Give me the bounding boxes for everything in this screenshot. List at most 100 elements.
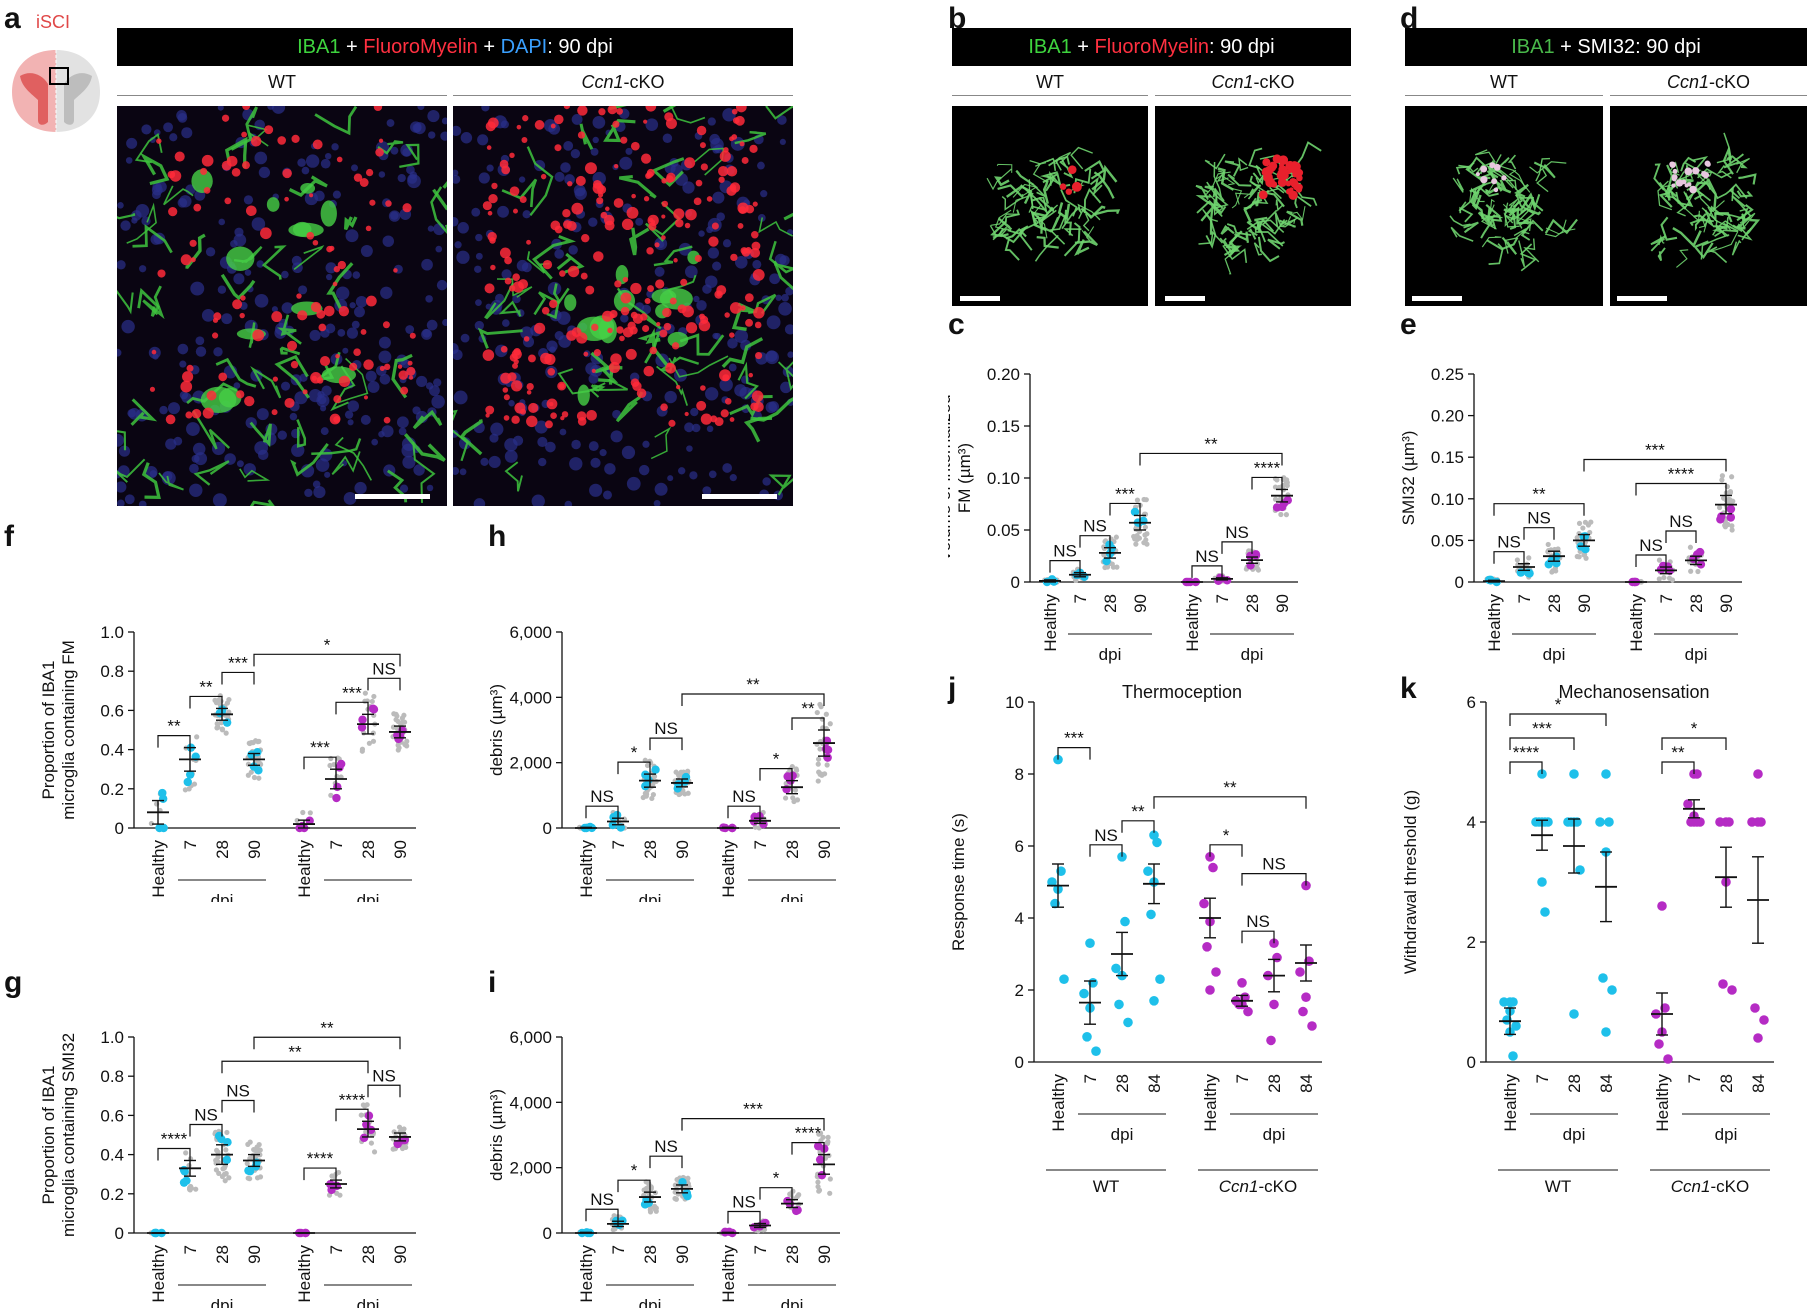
microglia-surface xyxy=(1477,207,1491,226)
microglia-surface xyxy=(1462,165,1479,173)
myelin-debris xyxy=(365,168,374,177)
dapi-nucleus xyxy=(638,464,650,476)
microglia-surface xyxy=(1449,215,1471,227)
myelin-debris xyxy=(282,168,292,179)
mouse-mean-point xyxy=(185,770,195,779)
dapi-nucleus xyxy=(189,483,203,497)
microglia-process xyxy=(430,186,447,234)
myelin-debris xyxy=(151,349,157,355)
mouse-mean-point xyxy=(616,823,625,832)
dapi-nucleus xyxy=(752,259,762,269)
dapi-nucleus xyxy=(427,225,434,232)
dapi-nucleus xyxy=(459,468,467,476)
microglia-surface xyxy=(1070,146,1093,170)
raw-data-point xyxy=(370,730,376,736)
myelin-debris xyxy=(729,136,735,142)
microglia-surface xyxy=(1731,239,1742,256)
myelin-debris xyxy=(753,307,765,319)
dapi-nucleus xyxy=(626,476,641,491)
data-point xyxy=(1598,973,1608,983)
myelin-debris xyxy=(561,411,569,418)
microglia-surface xyxy=(1035,159,1051,167)
myelin-debris xyxy=(567,265,580,278)
myelin-debris xyxy=(558,383,565,390)
y-axis-label: Volume of internalized xyxy=(948,394,954,561)
myelin-debris xyxy=(729,332,735,338)
microglia-surface xyxy=(1450,226,1474,242)
mouse-mean-point xyxy=(641,781,650,791)
myelin-debris xyxy=(241,131,248,138)
myelin-debris xyxy=(500,345,508,353)
myelin-debris xyxy=(698,319,711,332)
scale-bar xyxy=(1412,296,1462,301)
dapi-nucleus xyxy=(326,273,333,281)
chart-f: 0 0.2 0.4 0.6 0.8 1.0 Proportion of IBA1 microg… xyxy=(40,623,416,902)
myelin-debris xyxy=(642,324,650,333)
significance-label: **** xyxy=(1254,458,1281,477)
dpi-label: dpi xyxy=(639,891,662,902)
significance-label: NS xyxy=(590,787,614,806)
x-tick-label: Healthy xyxy=(1485,594,1504,652)
dapi-nucleus xyxy=(490,422,504,436)
myelin-debris xyxy=(409,332,416,339)
microglia-surface xyxy=(1033,204,1059,224)
myelin-debris xyxy=(718,176,725,183)
dapi-nucleus xyxy=(480,457,489,466)
dpi-label: dpi xyxy=(357,891,380,902)
significance-bracket xyxy=(759,768,793,781)
raw-data-point xyxy=(213,700,220,706)
raw-data-point xyxy=(224,700,231,706)
data-point xyxy=(1266,1035,1276,1046)
banner-a-plus-2: + xyxy=(477,35,501,58)
dapi-nucleus xyxy=(705,387,719,401)
myelin-debris xyxy=(719,150,731,162)
dapi-nucleus xyxy=(620,314,629,323)
myelin-debris xyxy=(316,377,324,384)
mouse-mean-point xyxy=(183,777,192,787)
microglia-surface xyxy=(1723,153,1744,169)
microglia-surface xyxy=(1503,200,1520,214)
myelin-debris xyxy=(366,295,377,307)
y-tick-label: 2,000 xyxy=(509,754,552,773)
x-tick-label: 7 xyxy=(609,1245,628,1254)
microglia-surface xyxy=(1048,214,1067,245)
dapi-nucleus xyxy=(442,318,447,327)
myelin-debris xyxy=(511,415,520,424)
y-axis-label: microglia containing FM xyxy=(59,640,78,820)
significance-label: NS xyxy=(226,1081,250,1100)
myelin-debris xyxy=(673,258,678,263)
banner-d-suffix: + SMI32: 90 dpi xyxy=(1554,35,1701,58)
x-tick-label: Healthy xyxy=(149,1245,168,1303)
microglia-process xyxy=(326,262,354,309)
dapi-nucleus xyxy=(568,245,578,255)
microglia-surface xyxy=(1234,192,1251,205)
myelin-debris xyxy=(549,402,554,407)
dapi-nucleus xyxy=(125,157,133,164)
myelin-debris xyxy=(180,380,193,393)
data-point xyxy=(1595,817,1605,827)
raw-data-point xyxy=(1716,504,1723,511)
microglia-soma xyxy=(667,331,689,348)
myelin-debris xyxy=(284,196,289,202)
myelin-debris xyxy=(360,329,367,335)
myelin-debris xyxy=(486,145,492,150)
myelin-debris xyxy=(640,153,652,164)
mouse-mean-point xyxy=(788,771,797,780)
dapi-nucleus xyxy=(398,427,407,436)
raw-data-point xyxy=(790,795,796,801)
data-point xyxy=(1601,1027,1611,1037)
dapi-nucleus xyxy=(686,445,693,452)
myelin-debris xyxy=(563,106,570,110)
dapi-nucleus xyxy=(117,202,124,209)
microglia-surface xyxy=(1463,221,1479,234)
myelin-debris xyxy=(149,386,156,392)
raw-data-point xyxy=(610,1227,616,1233)
internalized-smi32 xyxy=(1671,176,1677,182)
myelin-debris xyxy=(302,389,308,395)
myelin-debris xyxy=(203,187,211,194)
raw-data-point xyxy=(250,740,256,746)
dpi-label: dpi xyxy=(211,891,234,902)
myelin-debris xyxy=(484,283,495,294)
significance-bracket xyxy=(1509,713,1607,726)
x-tick-label: 90 xyxy=(1273,594,1292,613)
